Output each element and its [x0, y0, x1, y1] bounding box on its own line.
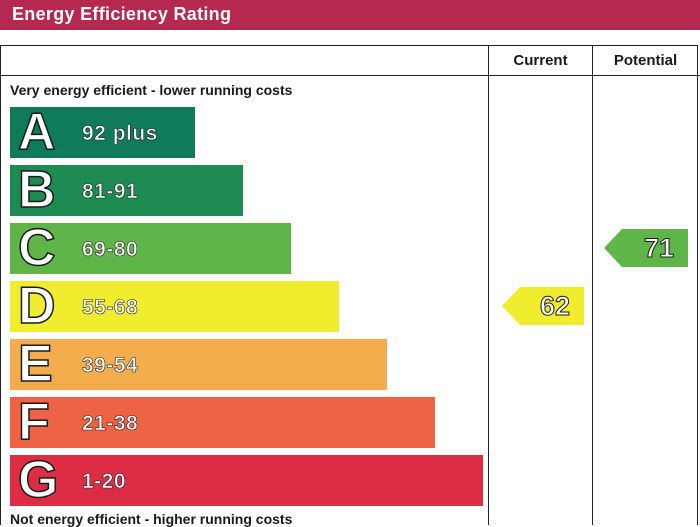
potential-rating-arrow: 71 [604, 229, 688, 267]
potential-column-header: Potential [613, 52, 678, 69]
rating-band-e: E 39-54 [10, 334, 387, 394]
inefficient-note: Not energy efficient - higher running co… [10, 511, 293, 527]
band-range: 55-68 [82, 296, 139, 320]
potential-rating-value: 71 [643, 233, 674, 264]
current-rating-value: 62 [539, 291, 570, 322]
band-letter: D [17, 276, 56, 336]
band-range: 21-38 [82, 412, 139, 436]
title-bar: Energy Efficiency Rating [0, 0, 700, 30]
rating-band-g: G 1-20 [10, 450, 483, 510]
rating-band-c: C 69-80 [10, 218, 291, 278]
header-divider [0, 75, 700, 76]
chart-title: Energy Efficiency Rating [12, 4, 232, 24]
potential-column-divider [592, 45, 593, 525]
current-rating-arrow: 62 [502, 287, 584, 325]
band-letter: E [17, 334, 53, 394]
efficient-note: Very energy efficient - lower running co… [10, 82, 293, 98]
band-letter: F [17, 392, 50, 452]
rating-band-a: A 92 plus [10, 102, 195, 162]
current-column-header: Current [513, 52, 568, 69]
band-letter: G [17, 450, 59, 510]
current-column-divider [488, 45, 489, 525]
band-range: 81-91 [82, 180, 139, 204]
band-range: 39-54 [82, 354, 139, 378]
rating-band-d: D 55-68 [10, 276, 339, 336]
band-letter: A [17, 102, 56, 162]
band-range: 1-20 [82, 470, 127, 494]
band-letter: C [17, 218, 56, 278]
band-letter: B [17, 160, 56, 220]
rating-table-frame [0, 45, 698, 525]
rating-band-b: B 81-91 [10, 160, 243, 220]
rating-band-f: F 21-38 [10, 392, 435, 452]
band-range: 92 plus [82, 122, 158, 146]
band-range: 69-80 [82, 238, 139, 262]
